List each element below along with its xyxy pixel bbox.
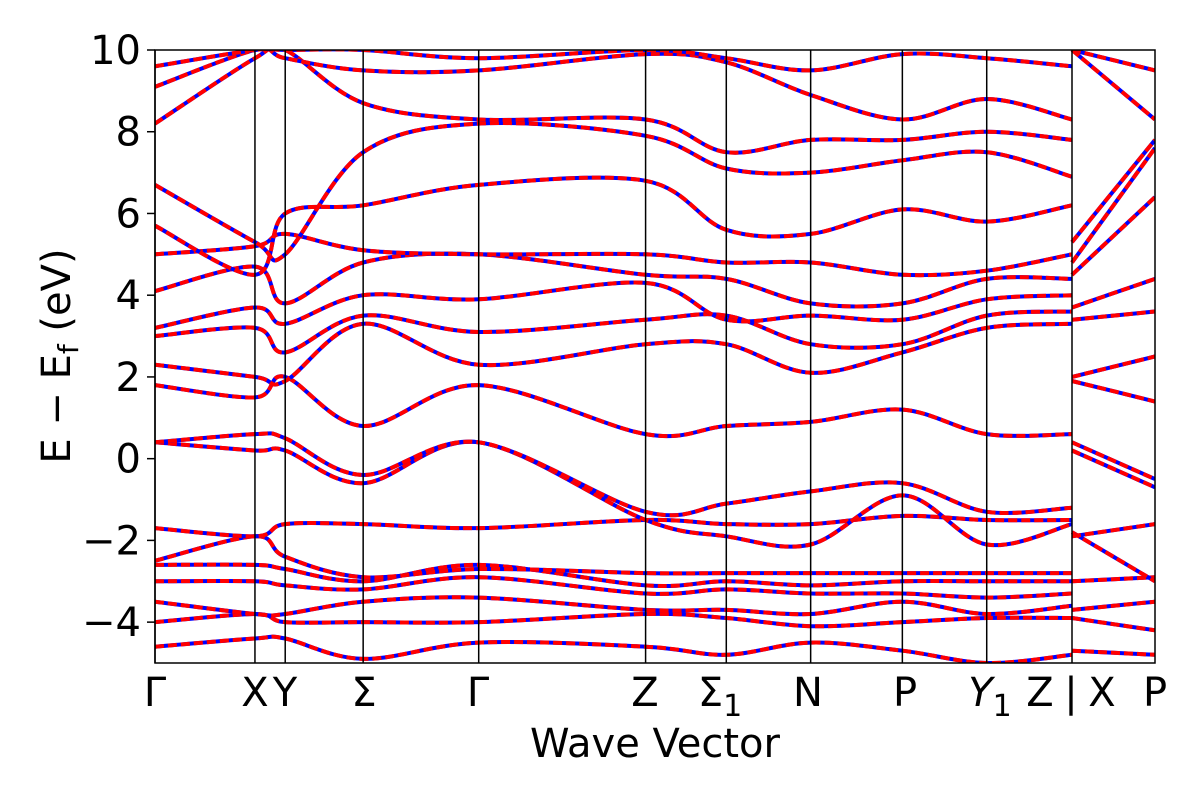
y-tick-label: −4 bbox=[82, 600, 141, 646]
band-dashed-b16 bbox=[155, 175, 1073, 277]
band-line-b7 bbox=[155, 513, 1073, 539]
band-dashed-t8 bbox=[1071, 440, 1155, 481]
band-dashed-t1 bbox=[1071, 648, 1155, 657]
band-dashed-b10 bbox=[155, 374, 1073, 439]
y-tick-label: 0 bbox=[116, 437, 141, 483]
band-dashed-t9 bbox=[1071, 379, 1155, 404]
band-dashed-t12 bbox=[1071, 277, 1155, 310]
band-dashed-b3 bbox=[155, 595, 1073, 618]
band-dashed-b14 bbox=[155, 251, 1073, 309]
band-dashed-b4 bbox=[155, 575, 1073, 600]
kpoint-label: N bbox=[793, 670, 823, 716]
kpoint-label: X bbox=[1088, 670, 1115, 716]
band-dashed-t7 bbox=[1071, 448, 1155, 490]
kpoint-labels: Γ X Y Σ Γ Z Σ1 N P Y1 Z | X P bbox=[144, 670, 1167, 724]
y-axis-label: E − Ef (eV) bbox=[34, 248, 85, 463]
kpoint-label: | bbox=[1064, 670, 1077, 716]
y-ticks: −4 −2 0 2 4 6 8 10 bbox=[82, 28, 155, 646]
band-dashed-t6 bbox=[1071, 522, 1155, 539]
band-line-b18 bbox=[155, 50, 1073, 155]
band-line-b12 bbox=[155, 309, 1073, 355]
band-dashed-b20 bbox=[155, 50, 1073, 73]
band-dashed-b12 bbox=[155, 309, 1073, 355]
band-dashed-b18 bbox=[155, 50, 1073, 155]
band-line-b14 bbox=[155, 251, 1073, 309]
plot-frame bbox=[154, 49, 1156, 664]
band-dashed-t16 bbox=[1071, 50, 1155, 73]
x-axis-label: Wave Vector bbox=[530, 721, 781, 767]
band-dashed-t17 bbox=[1070, 50, 1155, 122]
y-tick-label: 10 bbox=[90, 28, 141, 74]
band-line-b17 bbox=[155, 121, 1073, 263]
bands-layer bbox=[155, 50, 1155, 663]
band-dashed-t11 bbox=[1071, 309, 1155, 322]
band-dashed-b11 bbox=[155, 321, 1073, 387]
band-dashed-b6 bbox=[155, 534, 1072, 580]
kpoint-label: Γ bbox=[144, 670, 167, 716]
band-line-b16 bbox=[155, 175, 1073, 277]
band-dashed-b2 bbox=[155, 611, 1073, 629]
band-dashed-b5 bbox=[155, 562, 1072, 589]
band-dashed-b13 bbox=[155, 280, 1073, 330]
kpoint-label: P bbox=[893, 670, 917, 716]
kpoint-label: P bbox=[1143, 670, 1167, 716]
band-dashed-b7 bbox=[155, 513, 1073, 539]
band-dashed-t2 bbox=[1071, 616, 1155, 633]
y-tick-label: −2 bbox=[82, 518, 141, 564]
kpoint-label: Y1 bbox=[968, 670, 1012, 724]
band-dashed-t4 bbox=[1071, 575, 1155, 584]
band-dashed-b9 bbox=[155, 431, 1073, 518]
kpoint-label: Z bbox=[631, 670, 658, 716]
kpoint-label: X bbox=[241, 670, 268, 716]
y-tick-label: 6 bbox=[116, 191, 141, 237]
kpoint-label: Σ bbox=[351, 670, 376, 716]
kpoint-label: Z bbox=[1026, 670, 1053, 716]
kpoint-label: Σ1 bbox=[698, 670, 742, 724]
y-tick-label: 2 bbox=[116, 355, 141, 401]
band-dashed-b1 bbox=[155, 634, 1073, 663]
y-tick-label: 4 bbox=[116, 273, 141, 319]
band-dashed-t14 bbox=[1070, 146, 1155, 264]
band-dashed-t13 bbox=[1070, 195, 1155, 277]
band-dashed-b8 bbox=[155, 439, 1073, 549]
kpoint-label: Γ bbox=[467, 670, 490, 716]
y-tick-label: 8 bbox=[116, 110, 141, 156]
band-dashed-t15 bbox=[1070, 138, 1155, 244]
band-dashed-t3 bbox=[1071, 599, 1155, 612]
band-dashed-b17 bbox=[155, 121, 1073, 263]
kpoint-label: Y bbox=[272, 670, 298, 716]
band-dashed-t10 bbox=[1071, 354, 1155, 379]
band-dashed-b19 bbox=[155, 50, 1073, 122]
